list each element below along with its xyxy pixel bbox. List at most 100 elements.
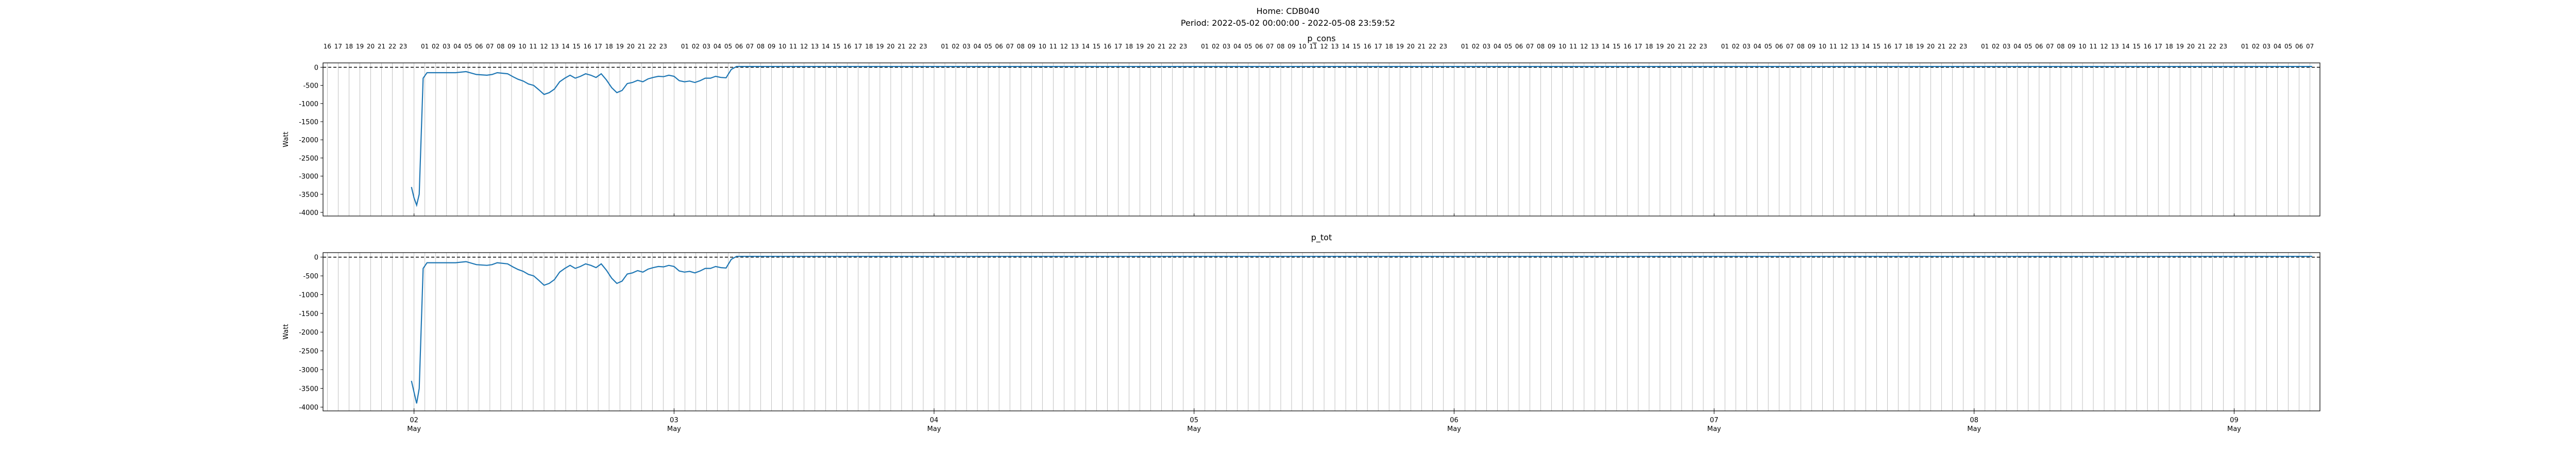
hour-tick-label: 21 [1158,43,1165,50]
hour-tick-label: 14 [1082,43,1090,50]
y-tick-label: -1500 [299,310,318,318]
y-tick-label: -3000 [299,367,318,374]
hour-tick-label: 05 [2024,43,2032,50]
hour-tick-label: 02 [952,43,959,50]
hour-tick-label: 08 [1797,43,1805,50]
hour-tick-label: 21 [638,43,646,50]
hour-tick-label: 23 [659,43,667,50]
series-line [411,256,2312,404]
hour-tick-label: 11 [1049,43,1057,50]
hour-tick-label: 04 [1754,43,1761,50]
hour-tick-label: 23 [1959,43,1967,50]
hour-tick-label: 07 [746,43,754,50]
hour-tick-label: 21 [2198,43,2206,50]
hour-tick-label: 23 [1179,43,1187,50]
hour-tick-label: 13 [1591,43,1599,50]
panel-title: p_cons [1307,34,1335,44]
hour-tick-label: 01 [681,43,689,50]
hour-tick-label: 14 [1342,43,1349,50]
hour-tick-label: 14 [562,43,569,50]
hour-tick-label: 20 [2187,43,2195,50]
hour-tick-label: 16 [324,43,331,50]
hour-tick-label: 10 [778,43,786,50]
y-tick-label: -2500 [299,348,318,356]
hour-tick-label: 11 [1309,43,1317,50]
hour-tick-label: 10 [1819,43,1826,50]
hour-tick-label: 02 [432,43,439,50]
hour-tick-label: 05 [464,43,472,50]
hour-tick-label: 16 [1104,43,1111,50]
hour-tick-label: 18 [2165,43,2173,50]
hour-tick-label: 01 [1201,43,1209,50]
hour-tick-label: 03 [1223,43,1230,50]
hour-tick-label: 10 [1039,43,1046,50]
hour-tick-label: 17 [334,43,342,50]
hour-tick-label: 09 [1548,43,1555,50]
hour-tick-label: 09 [768,43,775,50]
hour-tick-label: 12 [1060,43,1068,50]
hour-tick-label: 15 [833,43,840,50]
hour-tick-label: 03 [703,43,710,50]
hour-tick-label: 17 [1375,43,1382,50]
hour-tick-label: 19 [1916,43,1924,50]
x-tick-sublabel: May [1967,425,1981,433]
hour-tick-label: 17 [1114,43,1122,50]
hour-tick-label: 17 [1894,43,1902,50]
hour-tick-label: 22 [1168,43,1176,50]
hour-tick-label: 17 [1634,43,1642,50]
hour-tick-label: 10 [1558,43,1566,50]
hour-tick-label: 06 [1515,43,1523,50]
y-tick-label: -3500 [299,191,318,199]
hour-tick-label: 09 [1808,43,1816,50]
hour-tick-label: 20 [1667,43,1674,50]
hour-tick-label: 19 [2176,43,2184,50]
p-cons-panel: p_cons 0 -500 -1000 -1500 -2000 -2500 -3000 -350… [282,34,2320,217]
hour-tick-label: 06 [735,43,743,50]
hour-tick-label: 18 [1125,43,1133,50]
hour-tick-label: 18 [1645,43,1653,50]
axes-frame [323,62,2320,217]
hour-tick-label: 16 [1364,43,1371,50]
hour-tick-label: 02 [1732,43,1739,50]
hour-tick-label: 07 [2306,43,2314,50]
hour-tick-label: 04 [2274,43,2281,50]
hour-tick-label: 20 [627,43,635,50]
hour-tick-label: 15 [2133,43,2141,50]
hour-tick-label: 07 [1266,43,1274,50]
hour-tick-label: 16 [2144,43,2151,50]
hour-tick-label: 22 [908,43,916,50]
hour-tick-label: 08 [497,43,504,50]
hour-tick-label: 15 [1613,43,1620,50]
hour-tick-label: 16 [843,43,851,50]
hour-tick-label: 20 [367,43,375,50]
y-tick-label: -500 [303,82,318,90]
hour-tick-label: 14 [2122,43,2130,50]
hour-tick-label: 01 [421,43,429,50]
hour-tick-label: 07 [486,43,494,50]
hour-tick-label: 11 [789,43,797,50]
p-tot-panel: p_tot 0 -500 -1000 -1500 -2000 -2500 -3000 -3500… [282,233,2320,433]
hour-tick-label: 07 [1786,43,1794,50]
hour-tick-label: 05 [724,43,732,50]
hour-tick-label: 01 [1981,43,1989,50]
hour-tick-label: 03 [2003,43,2010,50]
hour-tick-label: 23 [1699,43,1707,50]
hour-tick-label: 18 [1385,43,1393,50]
hour-tick-label: 19 [1656,43,1664,50]
x-tick-label: 04 [930,417,939,424]
series-line [411,65,2312,207]
hour-tick-label: 10 [2078,43,2086,50]
x-tick-label: 08 [1970,417,1978,424]
y-tick-label: -1500 [299,119,318,126]
hour-tick-label: 10 [518,43,526,50]
hour-tick-label: 06 [995,43,1003,50]
hour-tick-label: 07 [2046,43,2054,50]
hour-tick-label: 15 [1873,43,1880,50]
hour-tick-label: 12 [800,43,808,50]
hour-tick-label: 21 [1938,43,1945,50]
hour-tick-label: 15 [1093,43,1100,50]
y-tick-label: -4000 [299,404,318,412]
hour-tick-label: 03 [962,43,970,50]
hour-tick-label: 03 [1743,43,1751,50]
